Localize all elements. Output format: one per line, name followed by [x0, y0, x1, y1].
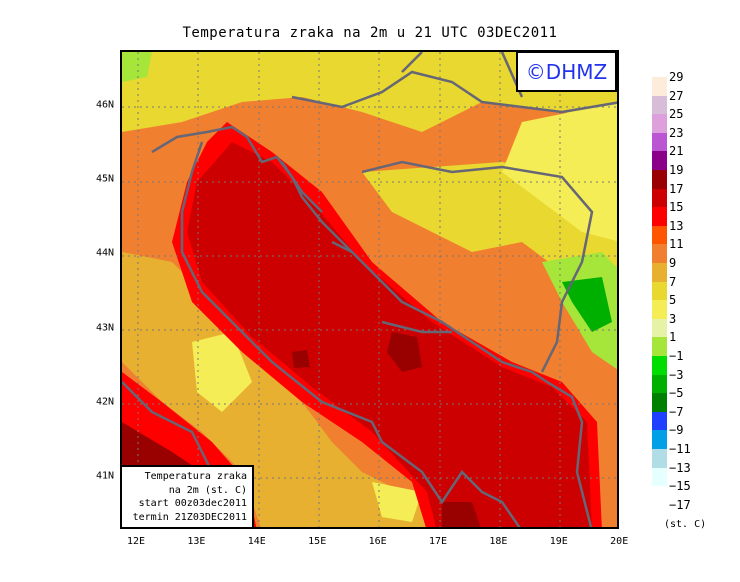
- legend-label: 5: [669, 293, 677, 308]
- legend-unit: (st. C): [664, 519, 707, 530]
- legend-label: −7: [669, 404, 684, 419]
- info-box: Temperatura zraka na 2m (st. C) start 00…: [120, 465, 254, 529]
- legend-swatch: [652, 95, 667, 115]
- legend-label: 19: [669, 163, 684, 177]
- legend-label: −11: [669, 442, 691, 456]
- legend-label: 25: [669, 107, 684, 122]
- legend-swatch: [652, 393, 667, 412]
- x-tick-label: 17E: [428, 536, 448, 547]
- legend-label: −13: [669, 460, 691, 475]
- graticule: [122, 52, 617, 527]
- legend-label: −1: [669, 349, 684, 363]
- info-line: termin 21Z03DEC2011: [132, 511, 247, 523]
- legend-swatch: [652, 151, 667, 170]
- y-tick-label: 42N: [96, 396, 115, 408]
- x-tick-label: 20E: [610, 536, 629, 547]
- sea-darkred: [187, 142, 592, 527]
- legend-swatch: [652, 281, 667, 301]
- legend-label: 1: [669, 330, 677, 345]
- legend-swatch: [652, 225, 667, 245]
- legend-swatch: [652, 374, 667, 394]
- legend-label: 9: [669, 256, 677, 270]
- legend-swatch: [652, 114, 667, 133]
- y-tick-label: 41N: [96, 470, 115, 482]
- legend-label: 3: [669, 311, 677, 326]
- x-tick-label: 14E: [247, 536, 266, 547]
- y-tick-label: 43N: [96, 322, 115, 334]
- legend-swatch: [652, 467, 667, 487]
- legend-swatch: [652, 337, 667, 356]
- legend-swatch: [652, 411, 667, 431]
- sea-maroon-patch: [292, 332, 422, 372]
- legend-swatch: [652, 244, 667, 263]
- legend-label: 7: [669, 274, 677, 289]
- legend-label: −17: [669, 497, 691, 512]
- legend-swatch: [652, 318, 667, 338]
- info-line: start 00z03dec2011: [138, 498, 247, 509]
- legend-label: 15: [669, 200, 684, 215]
- info-line: Temperatura zraka: [144, 471, 247, 482]
- italy-lightyellow: [192, 332, 422, 522]
- info-line: na 2m (st. C): [168, 484, 247, 496]
- map-title: Temperatura zraka na 2m u 21 UTC 03DEC20…: [182, 25, 558, 41]
- legend-swatch: [652, 300, 667, 319]
- italy-yellow: [122, 252, 431, 527]
- x-tick-label: 18E: [489, 536, 508, 547]
- legend-label: 27: [669, 88, 684, 103]
- legend-label: 21: [669, 144, 684, 159]
- legend-swatch: [652, 263, 667, 282]
- legend-swatch: [652, 207, 667, 226]
- darkgreen-east: [562, 277, 612, 332]
- legend-swatch: [652, 132, 667, 152]
- yellow-north: [122, 52, 617, 132]
- legend-swatch: [652, 430, 667, 449]
- green-nw: [122, 52, 152, 82]
- legend-label: 29: [669, 70, 684, 84]
- x-tick-label: 12E: [126, 536, 146, 547]
- temperature-map: [120, 50, 619, 529]
- y-tick-label: 44N: [96, 247, 115, 259]
- legend-swatch: [652, 170, 667, 189]
- legend-swatch: [652, 356, 667, 375]
- legend-label: 23: [669, 125, 684, 140]
- y-tick-label: 46N: [96, 99, 115, 111]
- legend-label: 11: [669, 237, 684, 252]
- y-tick-label: 45N: [96, 173, 115, 185]
- legend-label: −9: [669, 423, 684, 438]
- legend-label: 17: [669, 181, 684, 196]
- legend-label: 13: [669, 218, 684, 233]
- legend-swatch: [652, 449, 667, 468]
- legend-swatch: [652, 188, 667, 208]
- legend-swatch: [652, 77, 667, 96]
- legend-label: −3: [669, 367, 684, 382]
- legend-label: −15: [669, 479, 691, 494]
- dhmz-logo: ©DHMZ: [516, 51, 617, 92]
- x-tick-label: 16E: [368, 536, 387, 547]
- x-tick-label: 13E: [187, 536, 206, 547]
- x-tick-label: 19E: [549, 536, 568, 547]
- x-tick-label: 15E: [308, 536, 327, 547]
- legend-label: −5: [669, 386, 684, 401]
